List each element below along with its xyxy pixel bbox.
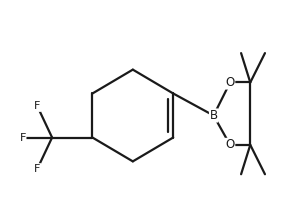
Text: F: F <box>34 101 41 111</box>
Text: O: O <box>225 76 235 89</box>
Text: O: O <box>225 138 235 151</box>
Text: F: F <box>34 164 41 174</box>
Text: F: F <box>20 132 26 143</box>
Text: B: B <box>210 109 218 122</box>
